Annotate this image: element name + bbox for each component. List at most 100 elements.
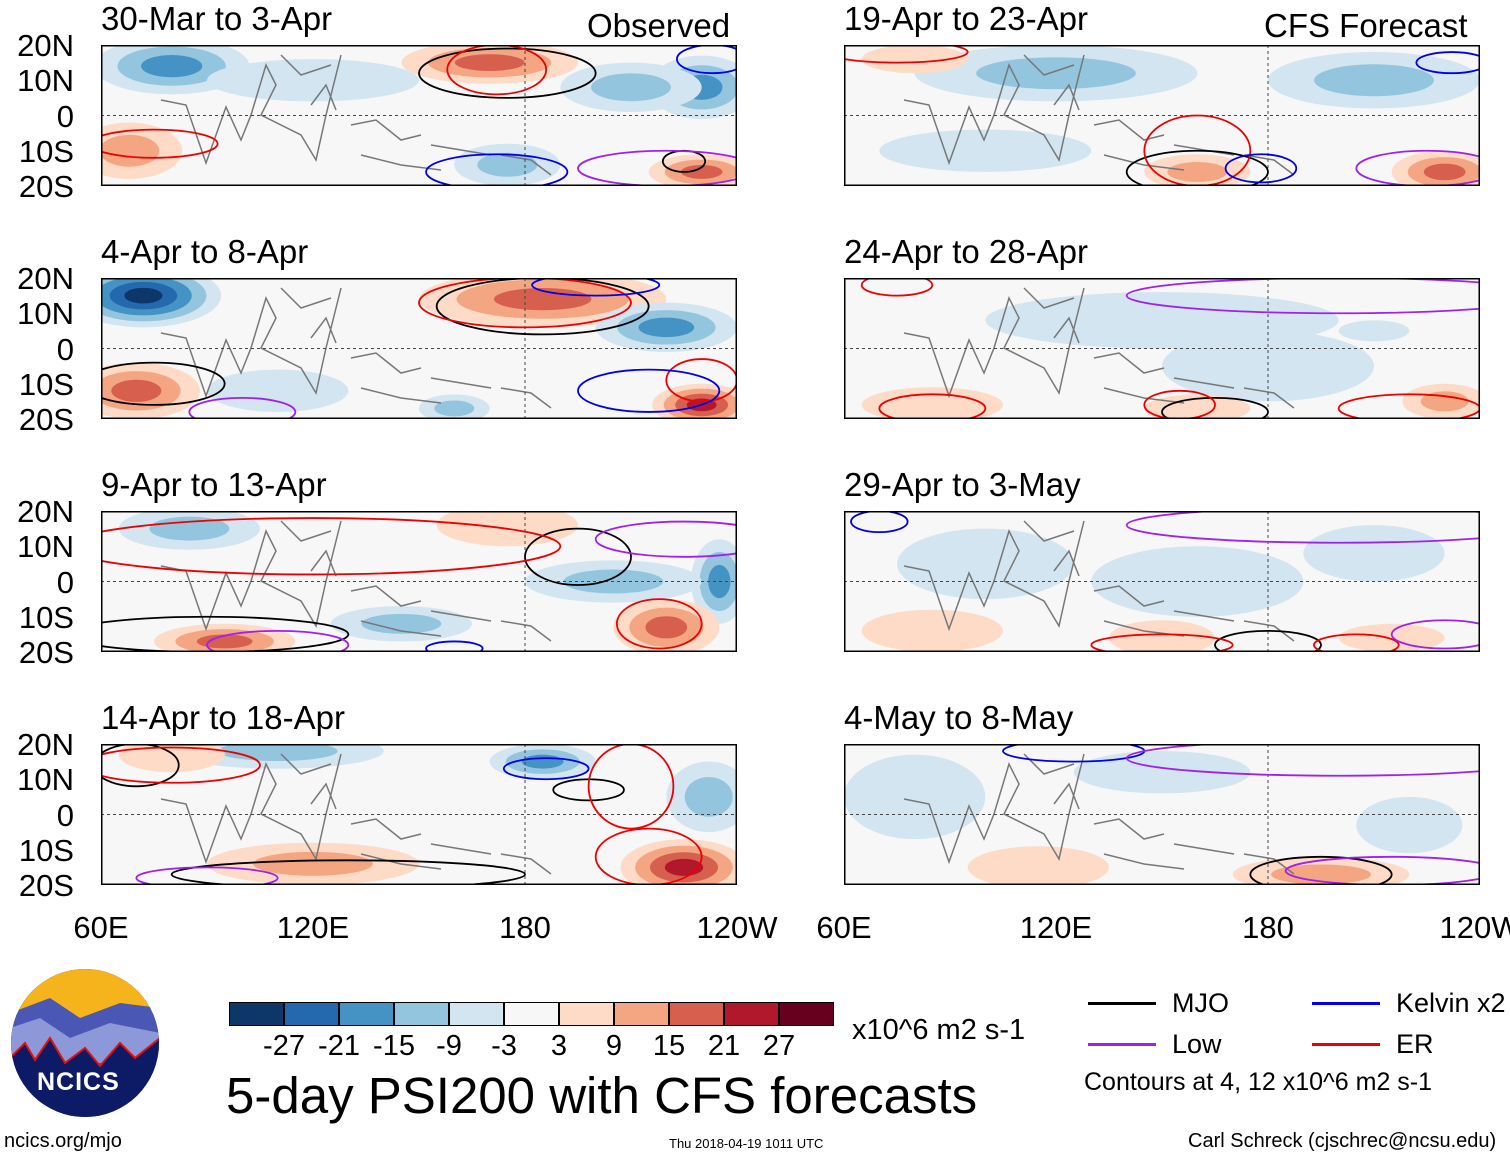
anomaly-shading	[118, 744, 225, 773]
coastline	[903, 753, 1295, 875]
coastline	[903, 520, 1295, 642]
anomaly-shading	[879, 129, 1092, 172]
low-contour	[1284, 855, 1480, 885]
colorbar-swatch	[614, 1002, 669, 1026]
y-tick-label: 20N	[17, 28, 74, 63]
colorbar-tick-label: -3	[491, 1030, 517, 1062]
er-contour	[101, 517, 562, 576]
y-tick-label: 10S	[18, 366, 74, 402]
colorbar-tick-label: 21	[707, 1030, 741, 1062]
x-tick-label: 120E	[276, 910, 350, 945]
observed-label: Observed	[587, 7, 731, 44]
anomaly-shading	[1420, 391, 1469, 412]
er-contour	[844, 45, 969, 64]
mjo-contour	[170, 859, 526, 885]
low-contour	[188, 396, 297, 419]
panel-frame	[844, 278, 1480, 419]
er-contour	[587, 744, 675, 830]
colorbar-swatch	[229, 1002, 284, 1026]
panel-title: 24-Apr to 28-Apr	[844, 233, 1088, 270]
low-contour	[577, 149, 737, 186]
footer-author: Carl Schreck (cjschrec@ncsu.edu)	[1188, 1130, 1497, 1152]
coastline	[160, 520, 552, 642]
y-tick-label: 10N	[17, 63, 74, 99]
kelvin-contour	[1415, 51, 1480, 75]
coastline	[160, 753, 552, 875]
mjo-contour	[524, 527, 632, 586]
map-panel	[101, 511, 737, 652]
panel-frame	[101, 744, 737, 885]
anomaly-shading	[1144, 394, 1251, 419]
er-contour	[594, 827, 703, 885]
x-tick-label: 60E	[816, 910, 872, 945]
anomaly-shading	[638, 317, 695, 338]
panel-frame	[844, 511, 1480, 652]
anomaly-shading	[493, 288, 592, 311]
mjo-contour	[1161, 396, 1269, 419]
anomaly-shading	[967, 846, 1109, 885]
coastline	[160, 287, 552, 409]
er-contour	[615, 598, 703, 650]
map-panel	[844, 45, 1480, 186]
anomaly-shading	[1423, 163, 1466, 181]
anomaly-shading	[1271, 864, 1371, 885]
map-panel	[101, 278, 737, 419]
panel-frame	[844, 744, 1480, 885]
panel-title: 4-May to 8-May	[844, 699, 1074, 736]
panel-title: 29-Apr to 3-May	[844, 466, 1081, 503]
panel-title: 14-Apr to 18-Apr	[101, 699, 345, 736]
y-tick-label: 10S	[18, 133, 74, 169]
y-tick-label: 10N	[17, 296, 74, 332]
mjo-contour	[1249, 855, 1393, 885]
y-tick-label: 20S	[18, 402, 74, 437]
anomaly-shading	[861, 387, 1003, 419]
colorbar-tick-label: -9	[436, 1030, 462, 1062]
low-contour	[135, 866, 279, 885]
y-tick-label: 10S	[18, 599, 74, 635]
forecast-label: CFS Forecast	[1264, 7, 1468, 44]
colorbar-swatch	[339, 1002, 394, 1026]
low-legend-line	[1088, 1043, 1156, 1046]
anomaly-shading	[1091, 546, 1304, 617]
footer-url[interactable]: ncics.org/mjo	[4, 1130, 122, 1152]
panel-title: 9-Apr to 13-Apr	[101, 466, 327, 503]
y-tick-label: 0	[56, 564, 74, 600]
map-panel	[844, 278, 1480, 419]
x-tick-label: 60E	[73, 910, 129, 945]
er-contour	[878, 393, 987, 419]
anomaly-shading	[361, 613, 442, 634]
x-tick-label: 180	[499, 910, 551, 945]
colorbar-swatch	[284, 1002, 339, 1026]
anomaly-shading	[454, 54, 525, 71]
panel-title: 19-Apr to 23-Apr	[844, 0, 1088, 37]
x-tick-label: 120W	[1439, 910, 1510, 945]
colorbar-units: x10^6 m2 s-1	[852, 1014, 1026, 1046]
kelvin-contour	[850, 511, 909, 534]
y-tick-label: 20N	[17, 261, 74, 296]
er-contour	[1090, 633, 1234, 652]
low-contour	[1390, 619, 1480, 650]
anomaly-shading	[253, 851, 373, 876]
figure-title: 5-day PSI200 with CFS forecasts	[226, 1067, 978, 1124]
colorbar-swatch	[504, 1002, 559, 1026]
mjo-legend-line	[1088, 1002, 1156, 1005]
logo-text: NCICS	[37, 1068, 120, 1096]
er-contour	[1313, 633, 1400, 652]
anomaly-shading	[844, 754, 986, 840]
legend-note: Contours at 4, 12 x10^6 m2 s-1	[1084, 1068, 1433, 1096]
anomaly-shading	[1356, 796, 1463, 854]
map-panel	[101, 45, 737, 186]
mjo-contour	[1125, 149, 1269, 186]
colorbar-swatch	[559, 1002, 614, 1026]
panel-title: 30-Mar to 3-Apr	[101, 0, 333, 37]
coastline	[903, 287, 1295, 409]
panel-frame	[101, 511, 737, 652]
low-legend-label: Low	[1172, 1029, 1222, 1059]
kelvin-contour	[676, 45, 737, 75]
colorbar-swatch	[394, 1002, 449, 1026]
low-contour	[1125, 511, 1480, 544]
map-panel	[844, 511, 1480, 652]
kelvin-contour	[425, 153, 569, 186]
y-tick-label: 20N	[17, 727, 74, 762]
